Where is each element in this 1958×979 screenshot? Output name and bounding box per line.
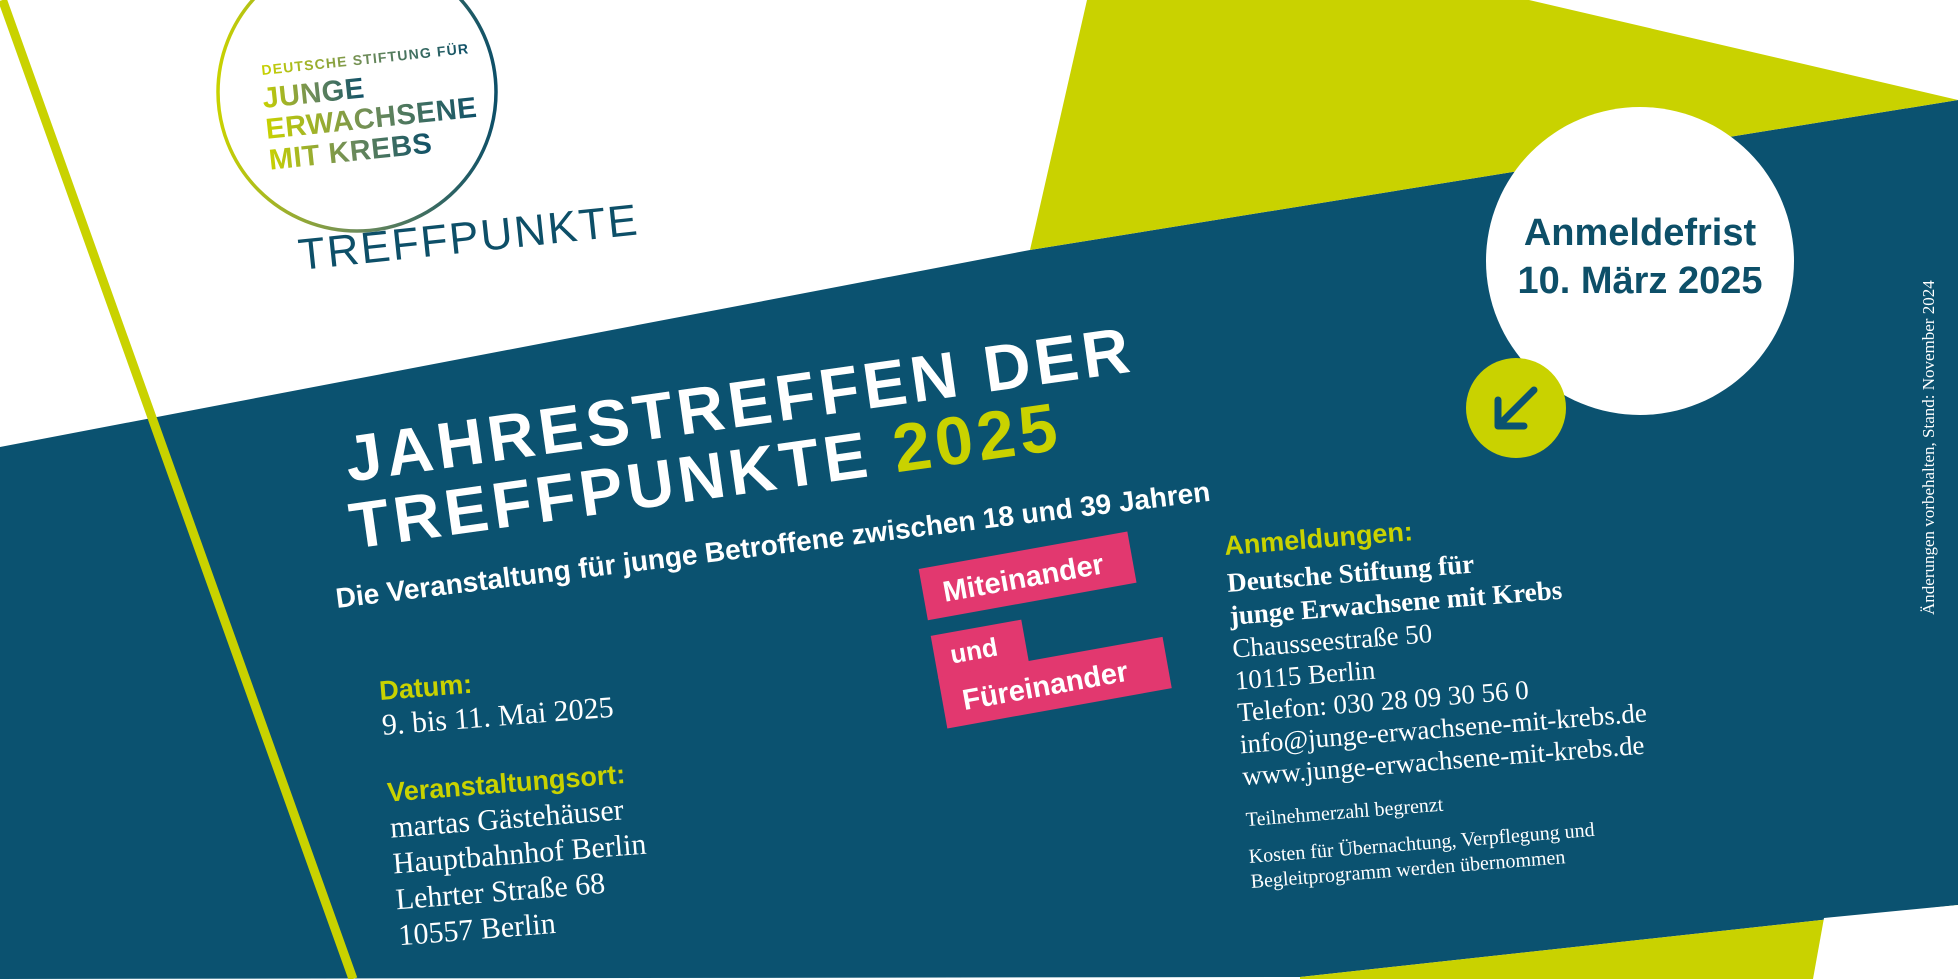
svg-text:TREFFPUNKTE: TREFFPUNKTE (296, 195, 641, 280)
svg-text:Anmeldefrist: Anmeldefrist (1524, 212, 1757, 254)
svg-text:DEUTSCHE STIFTUNG FÜR: DEUTSCHE STIFTUNG FÜR (261, 40, 470, 78)
svg-text:10. März 2025: 10. März 2025 (1517, 260, 1762, 302)
svg-text:Änderungen vorbehalten, Stand:: Änderungen vorbehalten, Stand: November … (1919, 280, 1938, 615)
